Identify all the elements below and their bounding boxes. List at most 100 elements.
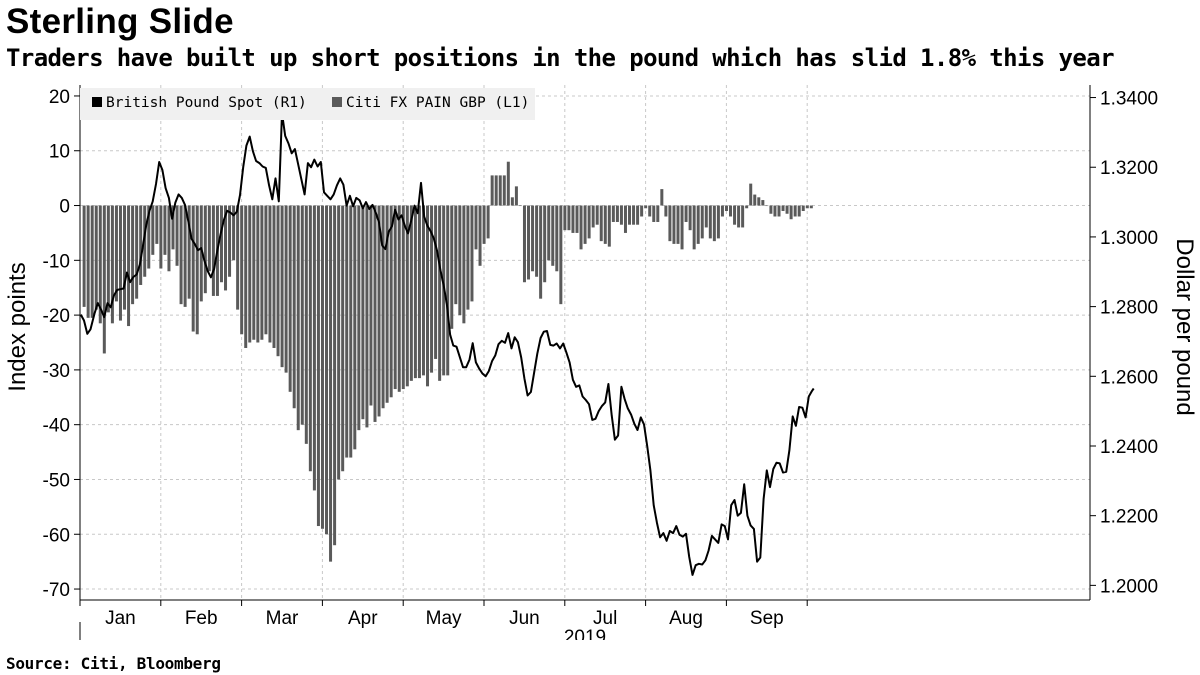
pain-bar — [159, 205, 163, 269]
pain-bar — [688, 205, 692, 231]
pain-bar — [345, 205, 349, 458]
pain-bar — [510, 197, 514, 206]
pain-bar — [409, 205, 413, 381]
pain-bar — [438, 205, 442, 381]
pain-bar — [163, 205, 167, 255]
right-tick-label: 1.2200 — [1100, 507, 1158, 528]
right-tick-label: 1.2000 — [1100, 576, 1158, 597]
pain-bar — [114, 205, 118, 302]
pain-bar — [652, 205, 656, 222]
pain-bar — [749, 183, 753, 206]
left-tick-label: -10 — [43, 251, 70, 272]
pain-bar — [700, 205, 704, 239]
pain-bar — [737, 205, 741, 228]
right-tick-label: 1.3000 — [1100, 228, 1158, 249]
pain-bar — [401, 205, 405, 390]
pain-bar — [547, 205, 551, 261]
chart-subtitle: Traders have built up short positions in… — [6, 44, 1115, 72]
pain-bar — [377, 205, 381, 417]
pain-bar — [684, 205, 688, 222]
bar-series — [82, 161, 813, 562]
pain-bar — [151, 205, 155, 255]
pain-bar — [692, 205, 696, 250]
pain-bar — [296, 205, 300, 431]
legend-label-pain: Citi FX PAIN GBP (L1) — [346, 95, 529, 111]
pain-bar — [434, 205, 438, 359]
pain-bar — [599, 205, 603, 242]
pain-bar — [361, 205, 365, 420]
pain-bar — [809, 205, 813, 209]
pain-bar — [712, 205, 716, 242]
pain-bar — [567, 205, 571, 231]
pain-bar — [781, 205, 785, 212]
legend-background — [80, 88, 535, 120]
pain-bar — [211, 205, 215, 296]
pain-bar — [365, 205, 369, 428]
pain-bar — [587, 205, 591, 239]
x-tick-label: Aug — [669, 608, 703, 629]
right-axis-label: Dollar per pound — [1171, 238, 1198, 415]
pain-bar — [640, 205, 644, 217]
pain-bar — [729, 205, 733, 217]
pain-bar — [183, 205, 187, 307]
pain-bar — [676, 205, 680, 244]
chart-area: 20 10 0 -10 -20 -30 -40 -50 -60 -70 1.3400 1.3200 1.… — [4, 85, 1198, 640]
pain-bar — [543, 205, 547, 283]
pain-bar — [506, 161, 510, 206]
x-tick-label: Feb — [185, 608, 218, 629]
pain-bar — [143, 205, 147, 277]
pain-bar — [308, 205, 312, 472]
pain-bar — [106, 205, 110, 313]
pain-bar — [470, 205, 474, 302]
pain-bar — [118, 205, 122, 321]
pain-bar — [644, 205, 648, 209]
x-tick-label: Jun — [509, 608, 540, 629]
pain-bar — [147, 205, 151, 269]
pain-bar — [785, 205, 789, 214]
pain-bar — [494, 175, 498, 206]
pain-bar — [300, 205, 304, 425]
right-tick-label: 1.2800 — [1100, 298, 1158, 319]
pain-bar — [82, 205, 86, 307]
pain-bar — [522, 205, 526, 283]
pain-bar — [325, 205, 329, 535]
pain-bar — [797, 205, 801, 217]
x-tick-label: Mar — [266, 608, 299, 629]
pain-bar — [458, 205, 462, 316]
pain-bar — [102, 205, 106, 354]
left-tick-label: 10 — [49, 142, 70, 163]
pain-bar — [175, 205, 179, 266]
pain-bar — [656, 205, 660, 222]
pain-bar — [131, 205, 135, 305]
left-tick-label: -50 — [43, 470, 70, 491]
axes: 20 10 0 -10 -20 -30 -40 -50 -60 -70 1.3400 1.3200 1.… — [43, 85, 1158, 640]
pain-bar — [619, 205, 623, 225]
right-tick-label: 1.2600 — [1100, 367, 1158, 388]
right-tick-label: 1.2400 — [1100, 437, 1158, 458]
pain-bar — [531, 205, 535, 272]
pain-bar — [611, 205, 615, 222]
pain-bar — [518, 205, 522, 207]
pain-bar — [316, 205, 320, 527]
pain-bar — [292, 205, 296, 409]
pain-bar — [450, 205, 454, 329]
pain-bar — [393, 205, 397, 390]
grid-lines — [79, 85, 1090, 600]
pain-bar — [373, 205, 377, 422]
x-tick-label: Jan — [105, 608, 136, 629]
pain-bar — [757, 197, 761, 206]
pain-bar — [773, 205, 777, 217]
pain-bar — [191, 205, 195, 332]
pain-bar — [224, 205, 228, 291]
pain-bar — [252, 205, 256, 340]
pain-bar — [199, 205, 203, 302]
legend-swatch-pound — [92, 97, 102, 107]
x-tick-label: May — [426, 608, 462, 629]
pain-bar — [660, 189, 664, 206]
pain-bar — [696, 205, 700, 244]
pain-bar — [240, 205, 244, 335]
left-tick-label: 0 — [59, 197, 70, 218]
pain-bar — [615, 205, 619, 222]
pain-bar — [426, 205, 430, 387]
x-tick-label: Apr — [348, 608, 378, 629]
